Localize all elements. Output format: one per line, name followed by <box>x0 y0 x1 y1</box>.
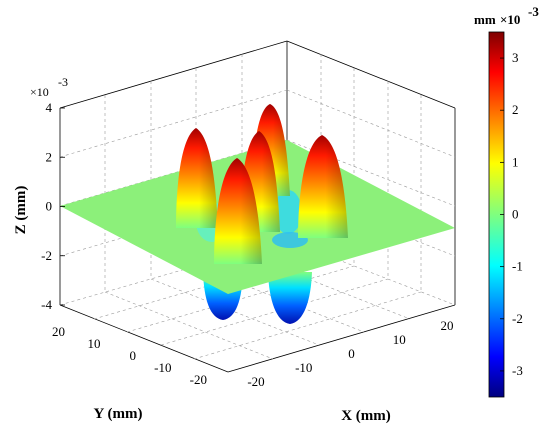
peaks <box>176 104 348 264</box>
z-tick-label: -2 <box>41 248 52 263</box>
grid-line <box>150 278 320 346</box>
y-tick-label: 20 <box>52 324 65 339</box>
z-multiplier: ×10 <box>30 85 49 99</box>
x-axis-label: X (mm) <box>341 408 391 424</box>
trough-mark <box>268 272 312 324</box>
y-tick-label: -10 <box>154 360 171 375</box>
y-axis-label: Y (mm) <box>93 406 142 422</box>
z-tick-label: -4 <box>41 297 52 312</box>
colorbar-tick-label: -3 <box>512 363 523 378</box>
colorbar-unit: mm <box>474 12 496 27</box>
peak-shade <box>298 135 348 238</box>
peak-back-left <box>176 128 218 228</box>
z-tick-label: 4 <box>46 100 53 115</box>
peak-shade <box>214 158 262 264</box>
x-axis: -20 -10 0 10 20 <box>247 318 453 389</box>
grid-line <box>286 89 456 158</box>
hole-mark <box>274 190 302 234</box>
y-tick-label: 0 <box>130 348 137 363</box>
peak-shade <box>176 128 218 228</box>
z-tick-label: 2 <box>46 149 53 164</box>
colorbar: mm ×10 -3 3 2 1 0 -1 -2 -3 <box>474 4 539 398</box>
box-edge <box>59 40 288 109</box>
colorbar-tick-label: -1 <box>512 259 523 274</box>
colorbar-tick-label: -2 <box>512 311 523 326</box>
x-tick-label: -20 <box>247 374 264 389</box>
z-axis: -4 -2 0 2 4 <box>41 100 65 312</box>
y-tick-label: -20 <box>190 372 207 387</box>
colorbar-multiplier: ×10 <box>500 12 520 27</box>
box-edge <box>227 304 456 373</box>
box-edge <box>59 304 229 373</box>
colorbar-ticks: 3 2 1 0 -1 -2 -3 <box>500 50 523 378</box>
colorbar-tick-label: 2 <box>512 102 519 117</box>
colorbar-tick-label: 0 <box>512 207 519 222</box>
x-tick-label: 10 <box>393 332 406 347</box>
box-edge <box>286 40 456 109</box>
colorbar-tick-label: 1 <box>512 154 519 169</box>
colorbar-exponent: -3 <box>528 4 539 19</box>
z-tick-label: 0 <box>46 199 53 214</box>
z-exponent: -3 <box>58 75 68 89</box>
grid-line <box>104 291 274 360</box>
peak-right <box>298 135 348 238</box>
x-tick-label: 0 <box>348 346 355 361</box>
y-axis: 20 10 0 -10 -20 <box>52 324 207 387</box>
x-tick-label: 20 <box>441 318 454 333</box>
peak-front <box>214 158 262 264</box>
y-tick-label: 10 <box>88 336 101 351</box>
z-axis-label: Z (mm) <box>13 186 29 235</box>
x-tick-label: -10 <box>295 360 312 375</box>
colorbar-tick-label: 3 <box>512 50 519 65</box>
